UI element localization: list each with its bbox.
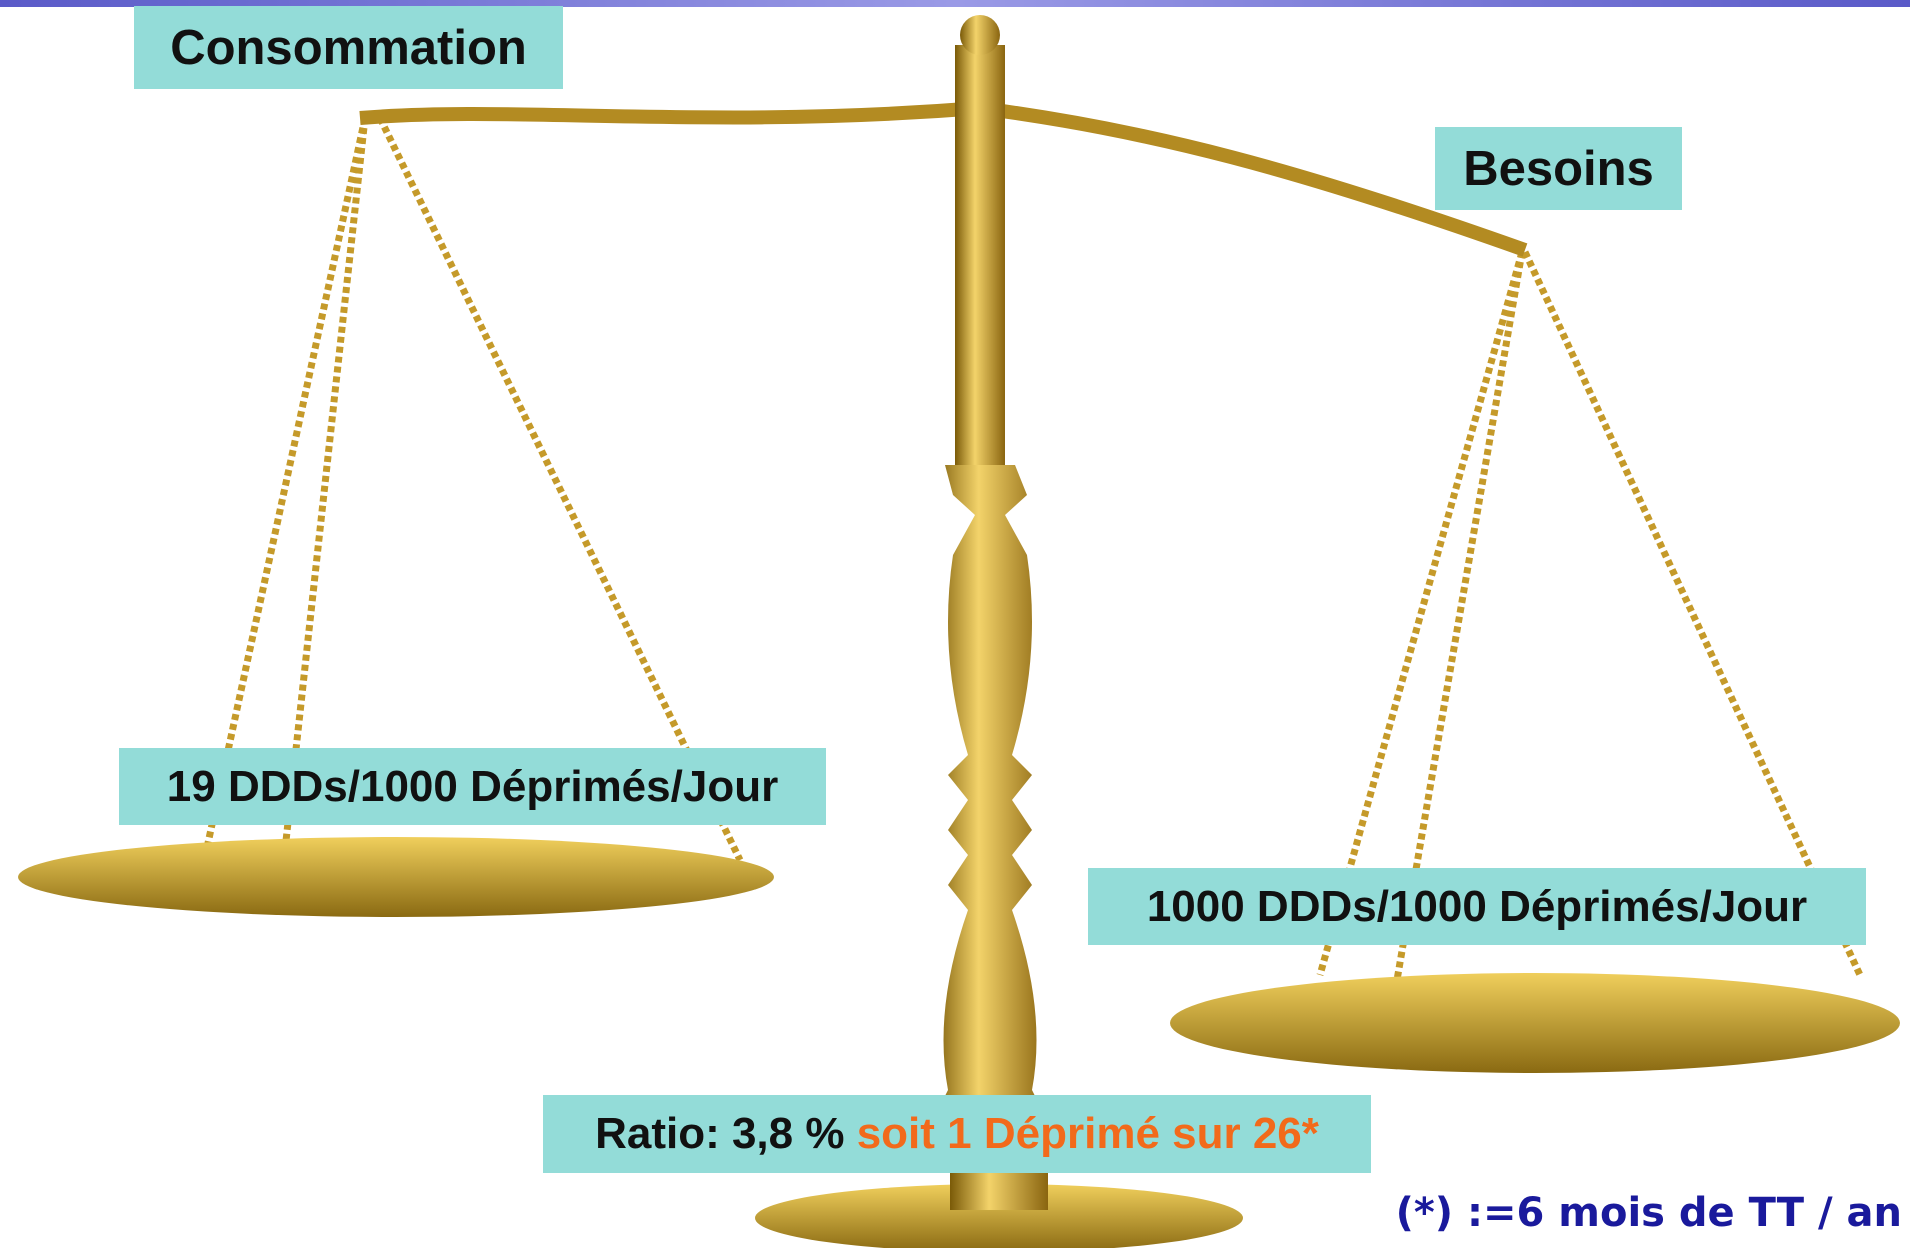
ratio: Ratio: 3,8 % [595, 1109, 857, 1159]
left-title: Consommation [134, 6, 563, 89]
ratio-box: Ratio: 3,8 % soit 1 Déprimé sur 26* [543, 1095, 1371, 1173]
slide: Consommation Besoins 19 DDDs/1000 Déprim… [0, 0, 1910, 1248]
right-value: 1000 DDDs/1000 Déprimés/Jour [1088, 868, 1866, 945]
footnote: (*) :=6 mois de TT / an [1396, 1190, 1902, 1236]
left-value: 19 DDDs/1000 Déprimés/Jour [119, 748, 826, 825]
right-title: Besoins [1435, 127, 1682, 210]
ratio-detail: soit 1 Déprimé sur 26* [857, 1109, 1319, 1159]
